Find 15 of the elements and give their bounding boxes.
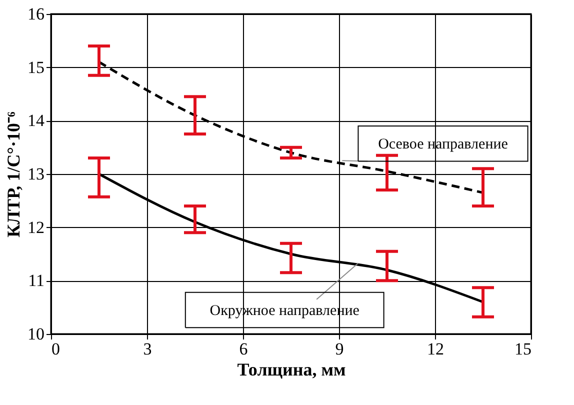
x-tick-label: 0: [52, 340, 60, 358]
y-tick-label: 15: [28, 58, 44, 77]
x-tick-label: 9: [335, 340, 344, 358]
y-tick-label: 11: [28, 271, 44, 290]
y-tick-label: 12: [28, 218, 44, 237]
x-axis-title: Толщина, мм: [237, 360, 346, 380]
y-tick-label: 16: [28, 4, 44, 24]
y-tick-label: 13: [28, 164, 44, 184]
y-axis-title: КЛТР, 1/C°·10⁻⁶: [4, 110, 24, 238]
y-tick-label: 10: [28, 324, 44, 344]
y-tick-label: 14: [28, 111, 45, 130]
x-tick-label: 6: [239, 340, 248, 358]
x-tick-label: 3: [143, 340, 152, 358]
x-tick-label: 15: [514, 340, 532, 358]
x-tick-label: 12: [427, 340, 444, 358]
